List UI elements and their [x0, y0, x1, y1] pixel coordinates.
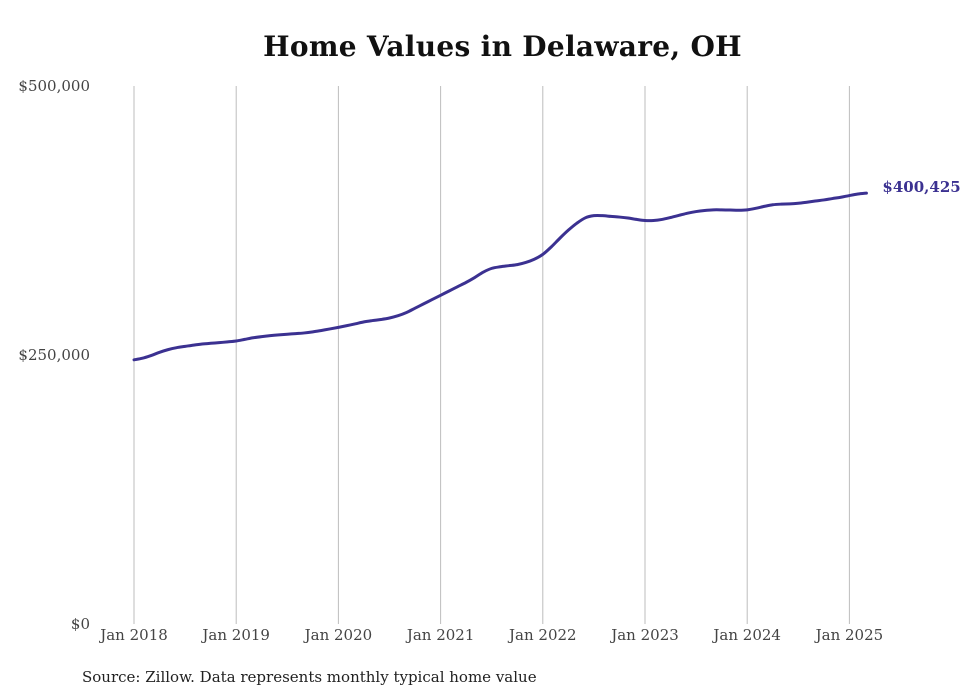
- end-label-layer: $400,425: [882, 178, 960, 196]
- y-tick-label: $0: [71, 615, 90, 633]
- y-tick-label: $250,000: [18, 346, 90, 364]
- x-tick-label: Jan 2021: [405, 626, 475, 644]
- x-tick-label: Jan 2024: [711, 626, 781, 644]
- series-layer: [132, 191, 868, 362]
- x-tick-label: Jan 2023: [609, 626, 679, 644]
- x-axis-ticks: Jan 2018 Jan 2019 Jan 2020 Jan 2021 Jan 2022…: [98, 626, 883, 644]
- gridlines: [133, 86, 850, 624]
- x-tick-label: Jan 2020: [303, 626, 373, 644]
- y-tick-label: $500,000: [18, 77, 90, 95]
- source-note: Source: Zillow. Data represents monthly …: [82, 668, 537, 686]
- series-line: [132, 191, 868, 362]
- chart-title: Home Values in Delaware, OH: [263, 30, 742, 63]
- x-tick-label: Jan 2018: [98, 626, 168, 644]
- x-tick-label: Jan 2022: [507, 626, 577, 644]
- x-tick-label: Jan 2019: [200, 626, 270, 644]
- y-axis-ticks: $0 $250,000 $500,000: [18, 77, 90, 633]
- x-tick-label: Jan 2025: [814, 626, 884, 644]
- end-value-label: $400,425: [882, 178, 960, 196]
